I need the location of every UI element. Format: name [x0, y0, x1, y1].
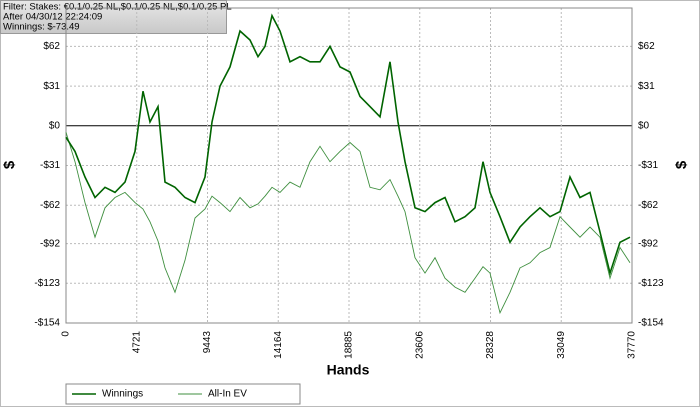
plot-border [65, 7, 633, 324]
x-tick-label: 28328 [485, 331, 496, 359]
y-tick-label-right: -$92 [638, 238, 658, 249]
y-tick-label-right: $0 [638, 120, 650, 131]
legend-label: Winnings [102, 389, 143, 400]
x-tick-label: 18885 [344, 331, 355, 359]
y-tick-label: -$123 [34, 278, 60, 289]
y-tick-label-right: $62 [638, 41, 655, 52]
y-tick-label-right: -$31 [638, 160, 658, 171]
data-line [65, 13, 631, 277]
x-tick-label: 33049 [556, 331, 567, 359]
y-axis-label: $ [1, 160, 18, 169]
y-tick-label: -$31 [40, 160, 60, 171]
y-tick-label-right: $31 [638, 81, 655, 92]
y-tick-label-right: -$62 [638, 200, 658, 211]
info-line: After 04/30/12 22:24:09 [3, 12, 102, 23]
info-line: Filter: Stakes: €0.1/0.25 NL,$0.1/0.25 N… [3, 2, 232, 13]
data-line [65, 132, 631, 315]
legend-label: All-In EV [208, 389, 247, 400]
y-tick-label: -$62 [40, 200, 60, 211]
x-tick-label: 14164 [273, 331, 284, 359]
x-tick-label: 4721 [131, 331, 142, 354]
x-tick-label: 0 [61, 331, 72, 337]
x-tick-label: 9443 [202, 331, 213, 354]
y-tick-label: $62 [43, 41, 60, 52]
y-axis-label-right: $ [673, 160, 690, 169]
info-background [0, 0, 227, 34]
info-line: Winnings: $-73.49 [3, 22, 80, 33]
x-axis-label: Hands [327, 362, 370, 378]
y-tick-label-right: -$154 [638, 318, 664, 329]
y-tick-label: $31 [43, 81, 60, 92]
x-tick-label: 23606 [414, 331, 425, 359]
y-tick-label: $0 [49, 120, 61, 131]
y-tick-label: -$154 [34, 318, 60, 329]
y-tick-label-right: -$123 [638, 278, 664, 289]
info-box: Filter: Stakes: €0.1/0.25 NL,$0.1/0.25 N… [0, 0, 232, 34]
x-tick-label: 37770 [627, 331, 638, 359]
y-tick-label: -$92 [40, 238, 60, 249]
